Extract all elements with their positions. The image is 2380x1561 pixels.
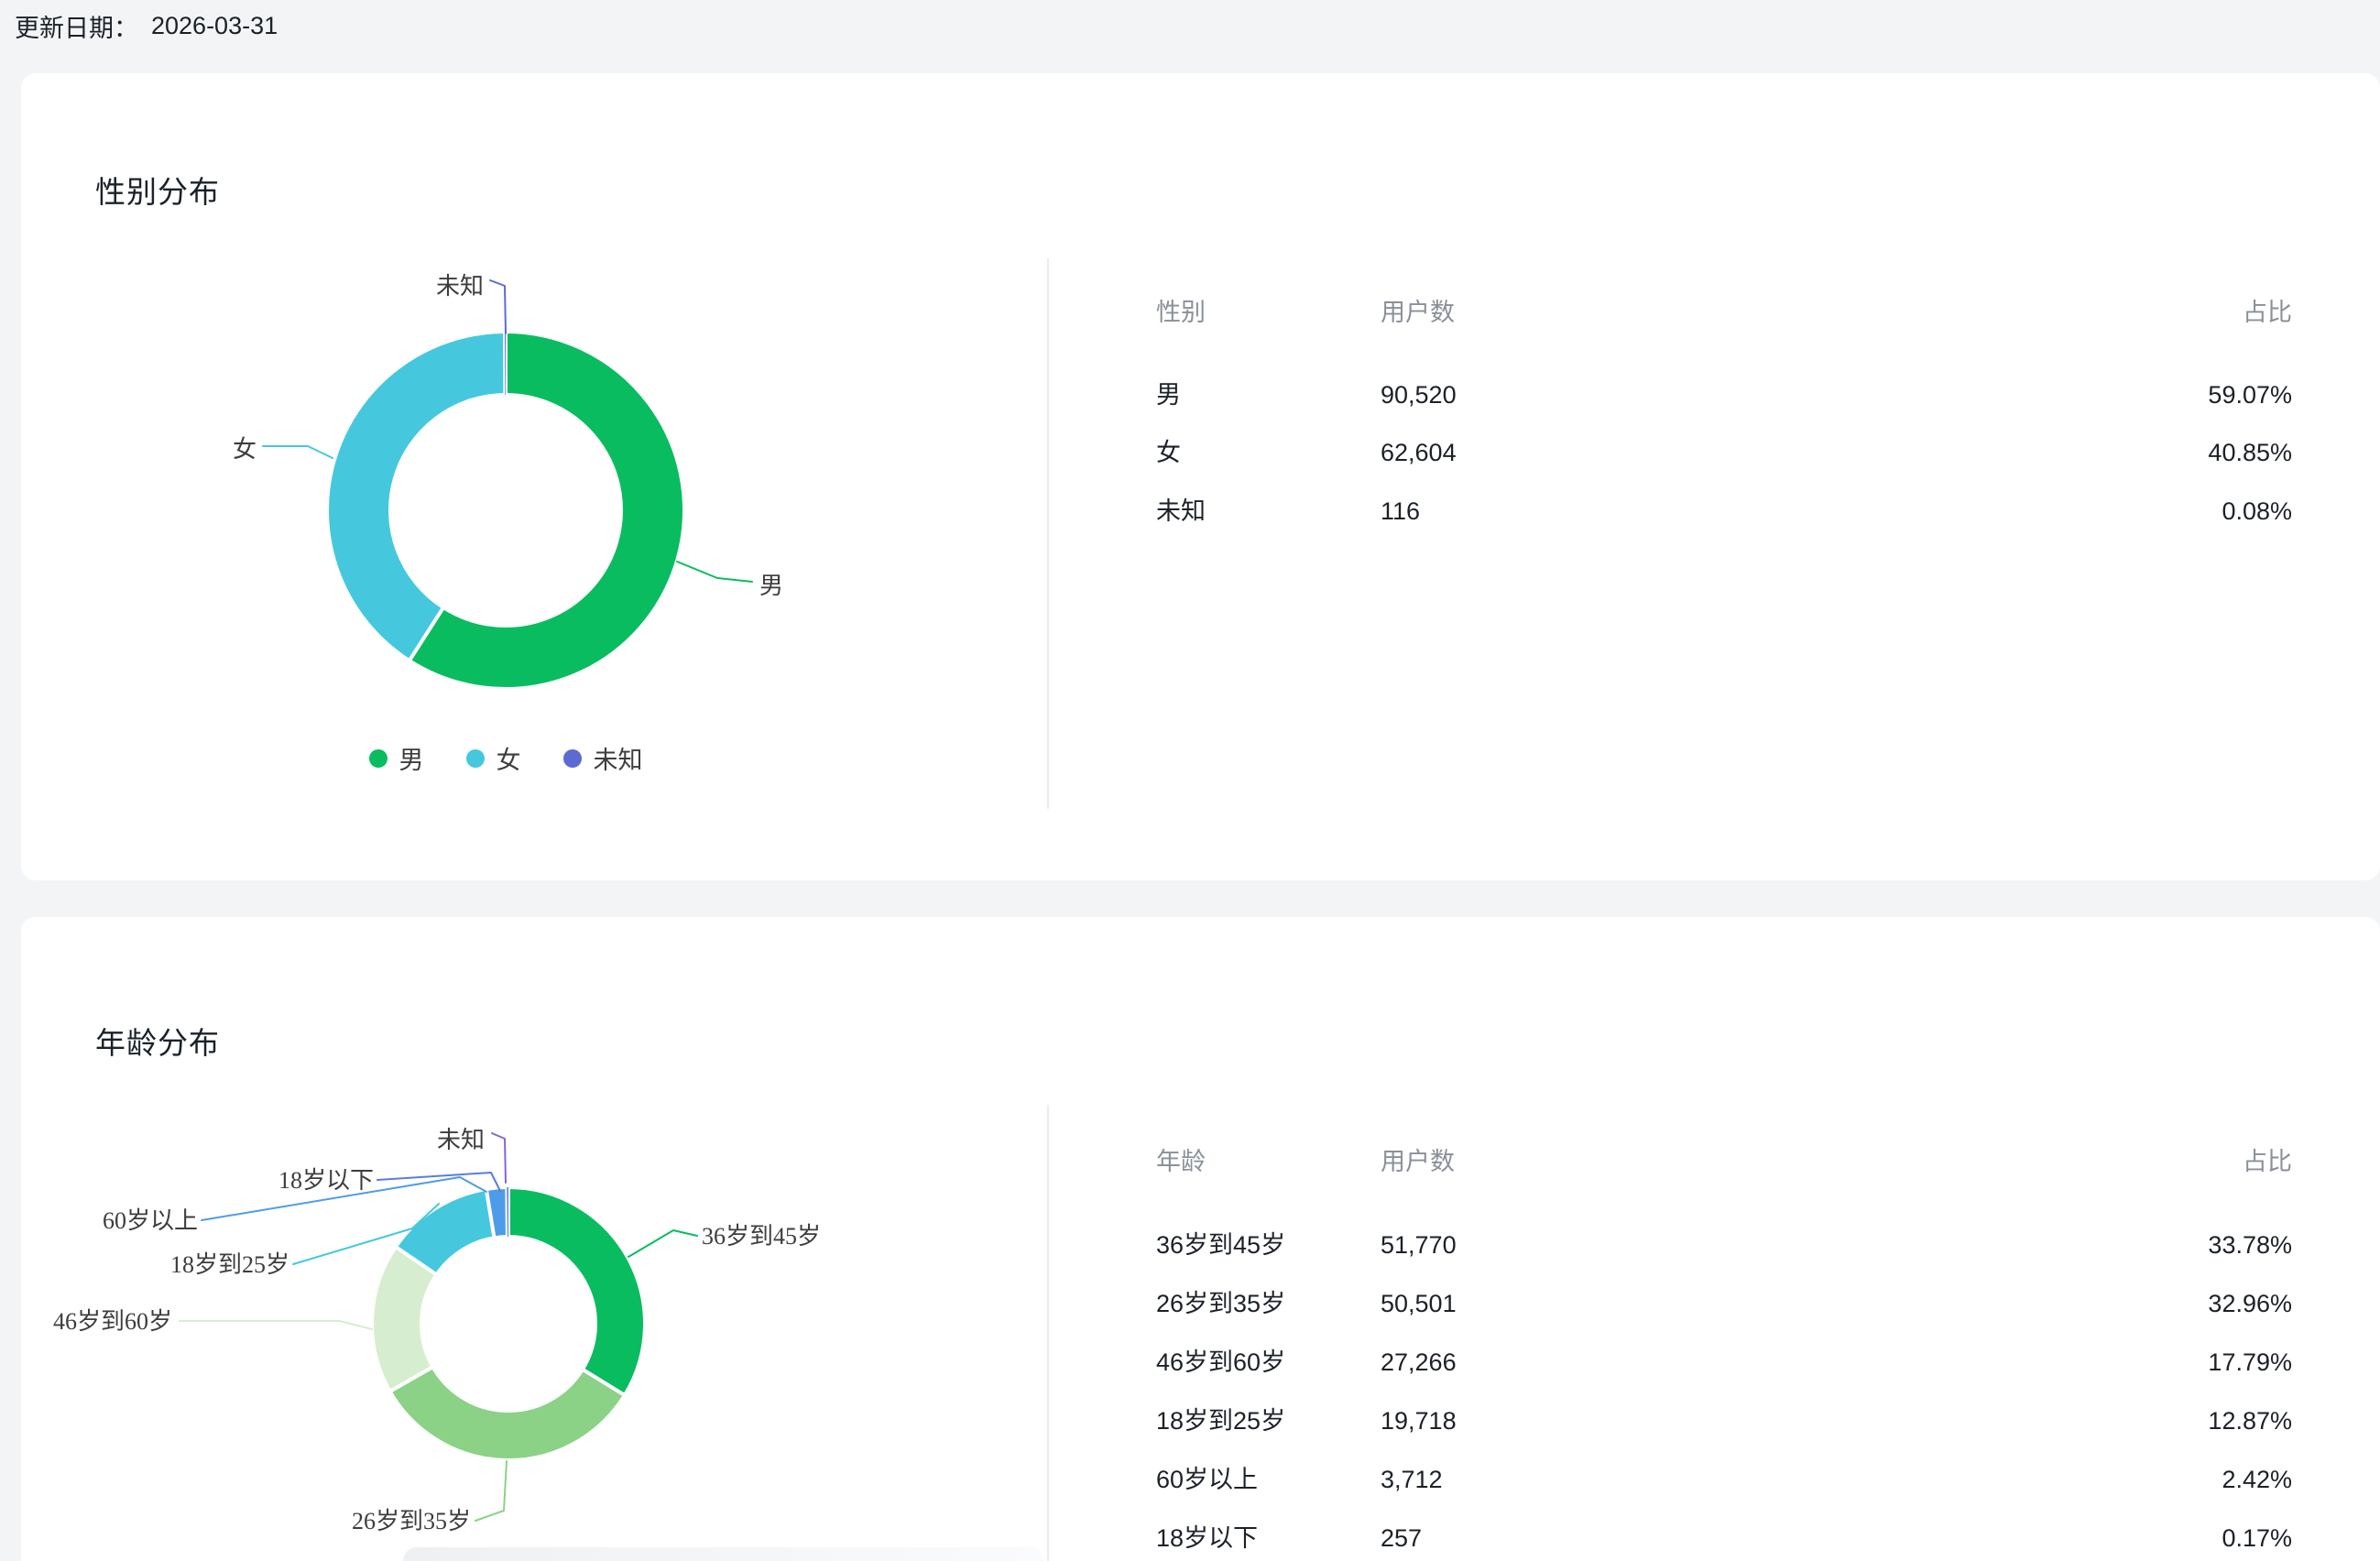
col-header-percent: 占比: [2243, 299, 2292, 326]
col-header-users: 用户数: [1381, 299, 1455, 326]
legend-label: 女: [496, 747, 521, 774]
age-table-header: 年龄 用户数 占比: [1156, 1143, 2292, 1180]
legend-label: 男: [398, 747, 424, 774]
gender-section-title: 性别分布: [95, 175, 220, 210]
gender-distribution-card: 性别分布 男女未知 性别 用户数 占比 男 90,520 59.07% 女 62,604…: [21, 73, 2380, 880]
legend-item-男[interactable]: 男: [368, 740, 424, 776]
vertical-divider: [1047, 1105, 1049, 1561]
cell-label: 男: [1156, 381, 1181, 409]
cell-percent: 0.17%: [2222, 1524, 2292, 1552]
col-header-percent: 占比: [2243, 1148, 2292, 1175]
update-date-label: 更新日期：: [15, 14, 138, 42]
col-header-gender: 性别: [1156, 299, 1206, 326]
cell-label: 未知: [1156, 497, 1206, 525]
cell-percent: 33.78%: [2208, 1231, 2292, 1259]
vertical-divider: [1047, 258, 1049, 809]
cell-users: 90,520: [1381, 381, 1457, 409]
cell-users: 19,718: [1381, 1407, 1457, 1435]
cell-percent: 12.87%: [2208, 1407, 2292, 1435]
gender-table-header: 性别 用户数 占比: [1156, 294, 2292, 331]
cell-percent: 40.85%: [2208, 439, 2292, 466]
bottom-peek-element: [403, 1547, 1044, 1561]
cell-users: 116: [1381, 497, 1421, 525]
cell-users: 257: [1381, 1524, 1423, 1552]
cell-label: 26岁到35岁: [1156, 1290, 1286, 1317]
cell-percent: 0.08%: [2222, 497, 2292, 525]
legend-dot: [465, 748, 485, 768]
table-row-18岁以下: 18岁以下 257 0.17%: [1156, 1520, 2292, 1556]
legend-label: 未知: [593, 747, 643, 774]
age-section-title: 年龄分布: [95, 1026, 220, 1061]
table-row-男: 男 90,520 59.07%: [1156, 377, 2292, 413]
legend-dot: [368, 748, 388, 768]
cell-percent: 32.96%: [2208, 1290, 2292, 1317]
legend-item-未知[interactable]: 未知: [562, 740, 643, 776]
cell-users: 51,770: [1381, 1231, 1457, 1259]
col-header-age: 年龄: [1156, 1148, 1206, 1175]
cell-percent: 59.07%: [2208, 381, 2292, 409]
col-header-users: 用户数: [1381, 1148, 1455, 1175]
table-row-未知: 未知 116 0.08%: [1156, 493, 2292, 529]
table-row-46岁到60岁: 46岁到60岁 27,266 17.79%: [1156, 1344, 2292, 1381]
cell-label: 女: [1156, 439, 1181, 466]
update-date-value: 2026-03-31: [151, 11, 278, 39]
table-row-36岁到45岁: 36岁到45岁 51,770 33.78%: [1156, 1227, 2292, 1263]
gender-chart-legend: 男 女 未知: [139, 740, 872, 776]
table-row-60岁以上: 60岁以上 3,712 2.42%: [1156, 1461, 2292, 1498]
legend-dot: [562, 748, 582, 768]
update-date-row: 更新日期： 2026-03-31: [15, 5, 278, 46]
cell-label: 36岁到45岁: [1156, 1231, 1286, 1259]
cell-label: 18岁以下: [1156, 1524, 1259, 1552]
table-row-18岁到25岁: 18岁到25岁 19,718 12.87%: [1156, 1403, 2292, 1439]
table-row-26岁到35岁: 26岁到35岁 50,501 32.96%: [1156, 1285, 2292, 1322]
cell-label: 18岁到25岁: [1156, 1407, 1286, 1435]
cell-users: 27,266: [1381, 1348, 1457, 1376]
cell-users: 3,712: [1381, 1466, 1443, 1493]
cell-percent: 17.79%: [2208, 1348, 2292, 1376]
legend-item-女[interactable]: 女: [465, 740, 521, 776]
table-row-女: 女 62,604 40.85%: [1156, 434, 2292, 471]
cell-percent: 2.42%: [2222, 1466, 2292, 1493]
cell-label: 46岁到60岁: [1156, 1348, 1286, 1376]
cell-label: 60岁以上: [1156, 1466, 1259, 1493]
cell-users: 62,604: [1381, 439, 1457, 466]
age-distribution-card: 年龄分布 年龄 用户数 占比 36岁到45岁 51,770 33.78% 26岁到35…: [21, 917, 2380, 1561]
cell-users: 50,501: [1381, 1290, 1457, 1317]
